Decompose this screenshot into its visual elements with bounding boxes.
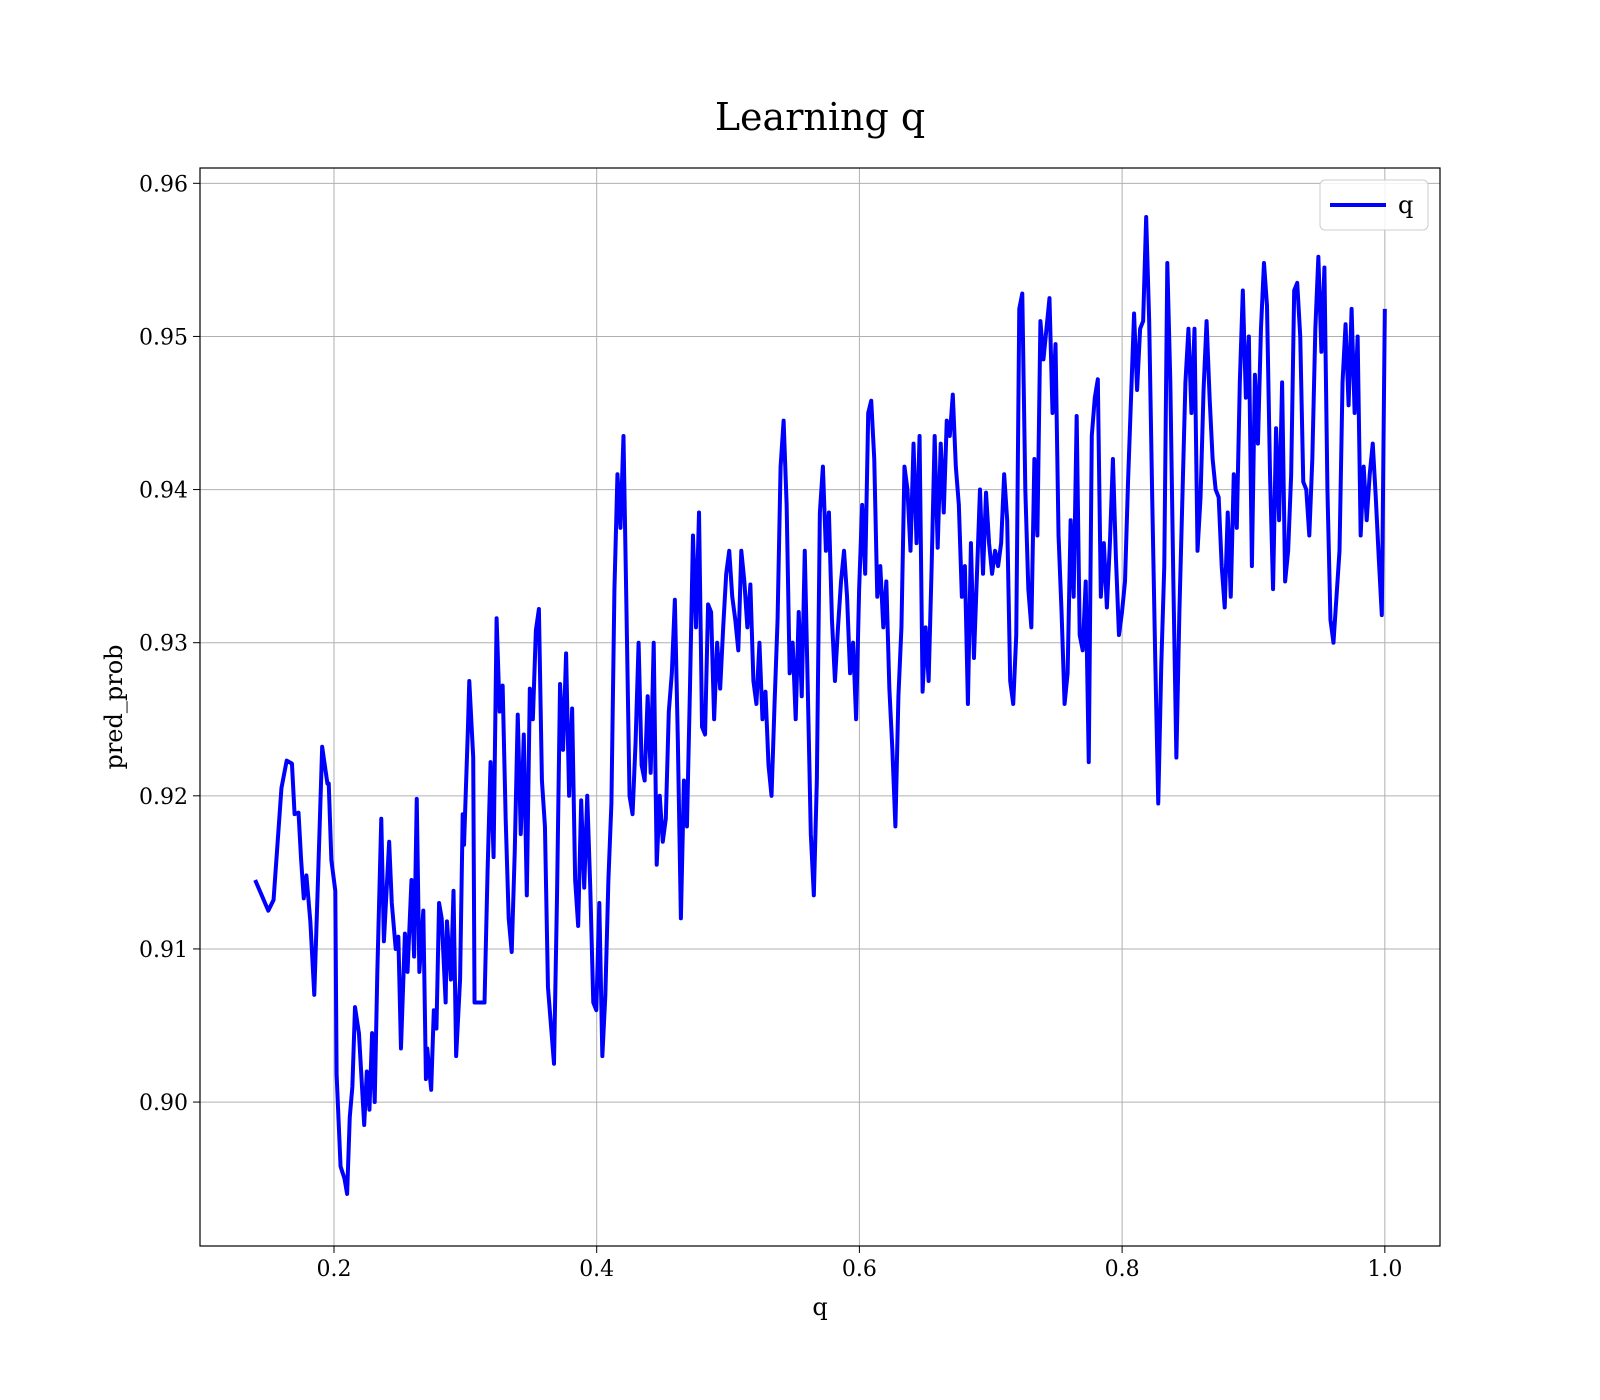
x-tick-label: 0.8 xyxy=(1105,1257,1140,1282)
y-tick-label: 0.91 xyxy=(139,938,188,963)
chart-title: Learning q xyxy=(715,95,925,139)
x-tick-label: 0.6 xyxy=(842,1257,877,1282)
legend-label: q xyxy=(1398,191,1413,219)
plot-frame xyxy=(199,167,1441,1247)
data-line xyxy=(253,215,1387,1196)
x-tick-label: 0.4 xyxy=(579,1257,614,1282)
y-tick-label: 0.92 xyxy=(139,785,188,810)
x-tick-label: 1.0 xyxy=(1367,1257,1402,1282)
y-axis-label: pred_prob xyxy=(100,644,128,769)
y-tick-label: 0.95 xyxy=(139,325,188,350)
x-axis-label: q xyxy=(812,1293,827,1321)
y-tick-label: 0.93 xyxy=(139,632,188,657)
y-tick-label: 0.96 xyxy=(139,172,188,197)
y-tick-label: 0.90 xyxy=(139,1091,188,1116)
x-tick-label: 0.2 xyxy=(316,1257,351,1282)
y-tick-label: 0.94 xyxy=(139,479,188,504)
